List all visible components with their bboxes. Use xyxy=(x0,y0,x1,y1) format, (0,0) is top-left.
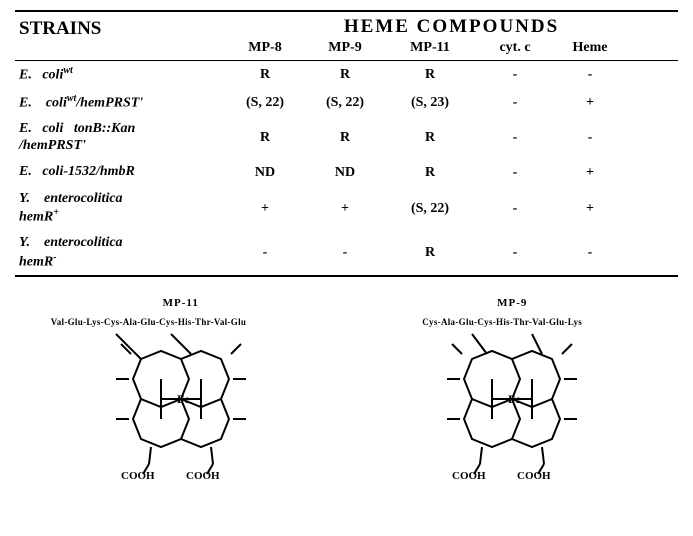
table-row: Y. enterocoliticahemR---R-- xyxy=(15,231,678,275)
table-row: E. coliwt/hemPRST'(S, 22)(S, 22)(S, 23)-… xyxy=(15,89,678,117)
col-mp8: MP-8 xyxy=(225,38,305,60)
strains-heading: STRAINS xyxy=(15,12,225,60)
col-heme: Heme xyxy=(555,38,625,60)
porphyrin-mp9-icon: Fe COOH COOH xyxy=(412,329,612,479)
cell-mp8: R xyxy=(225,67,305,83)
diagram-mp11: MP-11 Val-Glu-Lys-Cys-Ala-Glu-Cys-His-Th… xyxy=(31,297,331,479)
svg-text:COOH: COOH xyxy=(517,470,551,479)
cell-mp9: R xyxy=(305,130,385,146)
cell-mp8: R xyxy=(225,130,305,146)
cell-mp8: (S, 22) xyxy=(225,95,305,111)
cell-mp11: (S, 23) xyxy=(385,95,475,111)
porphyrin-mp11-icon: Fe COOH COOH xyxy=(81,329,281,479)
cell-mp8: + xyxy=(225,201,305,217)
heme-heading: HEME COMPOUNDS xyxy=(225,12,678,38)
cell-mp11: R xyxy=(385,67,475,83)
table-row: E. coliwtRRR-- xyxy=(15,61,678,89)
cell-heme: - xyxy=(555,130,625,146)
cell-cytc: - xyxy=(475,245,555,261)
table-body: E. coliwtRRR--E. coliwt/hemPRST'(S, 22)(… xyxy=(15,61,678,275)
cell-cytc: - xyxy=(475,67,555,83)
cell-mp11: (S, 22) xyxy=(385,201,475,217)
cell-cytc: - xyxy=(475,165,555,181)
cell-mp9: + xyxy=(305,201,385,217)
cell-mp11: R xyxy=(385,245,475,261)
strain-name: Y. enterocoliticahemR+ xyxy=(15,189,225,229)
cell-heme: - xyxy=(555,67,625,83)
table-row: Y. enterocoliticahemR+++(S, 22)-+ xyxy=(15,187,678,231)
diagram-mp9-title: MP-9 xyxy=(362,297,662,309)
table-bottom-rule xyxy=(15,275,678,277)
diagram-mp11-peptide: Val-Glu-Lys-Cys-Ala-Glu-Cys-His-Thr-Val-… xyxy=(31,317,331,327)
diagrams-row: MP-11 Val-Glu-Lys-Cys-Ala-Glu-Cys-His-Th… xyxy=(15,297,678,479)
cell-heme: + xyxy=(555,201,625,217)
heme-table: STRAINS HEME COMPOUNDS MP-8 MP-9 MP-11 c… xyxy=(15,10,678,277)
cell-mp9: (S, 22) xyxy=(305,95,385,111)
svg-text:Fe: Fe xyxy=(177,392,190,406)
column-headers: MP-8 MP-9 MP-11 cyt. c Heme xyxy=(225,38,678,60)
cell-mp8: - xyxy=(225,245,305,261)
cell-mp11: R xyxy=(385,130,475,146)
cell-mp8: ND xyxy=(225,165,305,181)
cell-heme: + xyxy=(555,165,625,181)
diagram-mp11-title: MP-11 xyxy=(31,297,331,309)
cell-heme: - xyxy=(555,245,625,261)
diagram-mp9: MP-9 Cys-Ala-Glu-Cys-His-Thr-Val-Glu-Lys xyxy=(362,297,662,479)
col-mp11: MP-11 xyxy=(385,38,475,60)
svg-text:COOH: COOH xyxy=(121,470,155,479)
heme-heading-wrap: HEME COMPOUNDS MP-8 MP-9 MP-11 cyt. c He… xyxy=(225,12,678,60)
cell-mp11: R xyxy=(385,165,475,181)
strain-name: E. coli tonB::Kan/hemPRST' xyxy=(15,119,225,157)
cell-heme: + xyxy=(555,95,625,111)
svg-text:COOH: COOH xyxy=(452,470,486,479)
table-row: E. coli-1532/hmbRNDNDR-+ xyxy=(15,159,678,187)
diagram-mp9-peptide: Cys-Ala-Glu-Cys-His-Thr-Val-Glu-Lys xyxy=(362,317,662,327)
cell-mp9: - xyxy=(305,245,385,261)
table-row: E. coli tonB::Kan/hemPRST'RRR-- xyxy=(15,117,678,159)
svg-text:COOH: COOH xyxy=(186,470,220,479)
col-mp9: MP-9 xyxy=(305,38,385,60)
cell-cytc: - xyxy=(475,201,555,217)
strain-name: E. coli-1532/hmbR xyxy=(15,162,225,183)
cell-mp9: R xyxy=(305,67,385,83)
table-header: STRAINS HEME COMPOUNDS MP-8 MP-9 MP-11 c… xyxy=(15,10,678,61)
strain-name: E. coliwt/hemPRST' xyxy=(15,91,225,114)
col-cytc: cyt. c xyxy=(475,38,555,60)
cell-cytc: - xyxy=(475,95,555,111)
cell-cytc: - xyxy=(475,130,555,146)
strain-name: Y. enterocoliticahemR- xyxy=(15,233,225,273)
strain-name: E. coliwt xyxy=(15,63,225,86)
svg-text:Fe: Fe xyxy=(508,392,521,406)
cell-mp9: ND xyxy=(305,165,385,181)
